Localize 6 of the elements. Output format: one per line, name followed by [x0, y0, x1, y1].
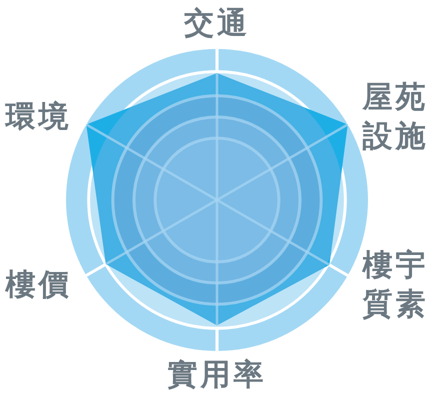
- spoke-label: 實用率: [168, 357, 266, 392]
- spoke-label: 交通: [183, 6, 250, 41]
- spoke-label: 樓價: [4, 267, 72, 302]
- spoke-label: 樓宇質素: [361, 248, 428, 322]
- spoke-label: 環境: [4, 99, 72, 134]
- spoke-label: 屋苑設施: [361, 80, 428, 154]
